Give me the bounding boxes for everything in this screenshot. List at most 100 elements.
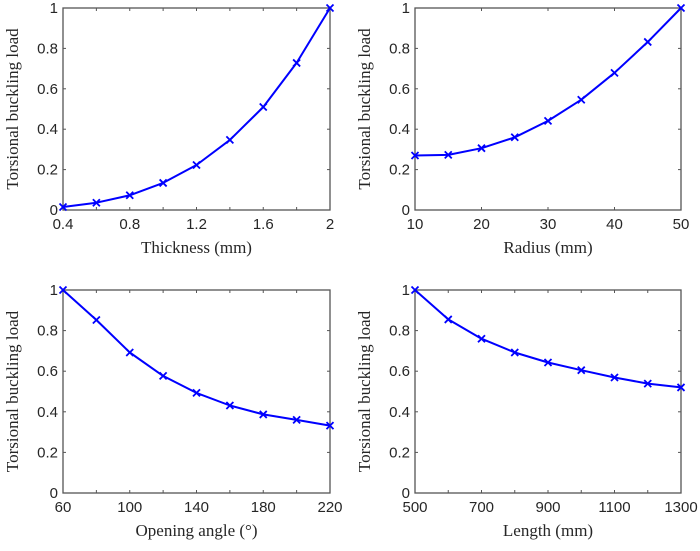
data-point-marker: [410, 151, 420, 160]
y-tick-label: 1: [402, 282, 410, 299]
x-tick-label: 140: [184, 499, 209, 516]
data-point-marker: [543, 116, 553, 126]
x-tick-label: 50: [673, 216, 690, 233]
data-point-marker: [158, 178, 168, 188]
series-line: [62, 7, 331, 208]
x-tick-label: 1.6: [253, 216, 274, 233]
x-axis-label: Opening angle (°): [136, 521, 258, 540]
data-point-marker: [477, 144, 486, 153]
y-tick-label: 0.8: [389, 323, 410, 340]
data-point-marker: [192, 160, 201, 170]
x-tick-label: 1300: [664, 499, 697, 516]
y-tick-label: 0.4: [389, 121, 410, 138]
y-tick-label: 0: [50, 202, 58, 219]
data-point-marker: [610, 373, 619, 382]
data-point-marker: [610, 68, 619, 77]
series-line: [414, 289, 682, 389]
plot-frame: [414, 7, 682, 211]
x-tick-label: 60: [55, 499, 72, 516]
x-tick-label: 700: [469, 499, 494, 516]
y-tick-label: 0.4: [389, 404, 410, 421]
y-tick-label: 0.4: [37, 404, 58, 421]
data-point-marker: [292, 415, 301, 425]
x-axis-label: Thickness (mm): [141, 238, 252, 257]
data-point-marker: [477, 334, 486, 343]
x-tick-label: 500: [402, 499, 427, 516]
data-point-marker: [577, 95, 586, 104]
y-axis-label: Torsional buckling load: [3, 310, 22, 472]
y-tick-label: 0.6: [389, 81, 410, 98]
x-tick-label: 2: [326, 216, 334, 233]
chart-panel-4: 500 700 900 1100 1300 0 0.2 0.4 0.6 0.8 1 Length (m…: [355, 282, 698, 540]
chart-panel-1: 0.4 0.8 1.2 1.6 2 0 0.2 0.4 0.6 0.8 1 Thickness (mm…: [3, 0, 334, 257]
data-point-marker: [292, 58, 301, 68]
y-tick-label: 0.8: [37, 40, 58, 57]
data-point-marker: [325, 3, 335, 13]
y-tick-label: 0.6: [37, 363, 58, 380]
x-axis-label: Length (mm): [503, 521, 593, 540]
y-tick-label: 0.2: [37, 162, 58, 179]
data-point-marker: [510, 348, 519, 357]
x-tick-label: 180: [251, 499, 276, 516]
x-tick-label: 0.8: [119, 216, 140, 233]
x-tick-label: 900: [535, 499, 560, 516]
chart-panel-2: 10 20 30 40 50 0 0.2 0.4 0.6 0.8 1 Radius (mm) Torsi…: [355, 0, 689, 257]
plot-frame: [414, 289, 682, 494]
x-tick-label: 1.2: [186, 216, 207, 233]
y-tick-label: 0: [402, 202, 410, 219]
y-axis-label: Torsional buckling load: [355, 310, 374, 472]
x-tick-label: 100: [117, 499, 142, 516]
x-tick-label: 20: [473, 216, 490, 233]
data-point-marker: [676, 3, 686, 13]
data-point-marker: [510, 133, 519, 142]
data-point-marker: [643, 37, 652, 47]
y-tick-label: 1: [50, 0, 58, 17]
data-point-marker: [225, 135, 235, 145]
data-point-marker: [643, 379, 652, 388]
x-tick-label: 1100: [598, 499, 630, 516]
x-tick-label: 10: [407, 216, 424, 233]
series-line: [62, 289, 331, 427]
data-point-marker: [58, 202, 68, 212]
data-point-marker: [92, 198, 101, 207]
data-point-marker: [225, 401, 235, 410]
x-axis-label: Radius (mm): [503, 238, 592, 257]
data-point-marker: [259, 102, 268, 112]
series-line: [414, 7, 682, 157]
data-point-marker: [325, 421, 335, 430]
y-tick-label: 0: [50, 485, 58, 502]
x-tick-label: 40: [606, 216, 623, 233]
x-tick-label: 30: [540, 216, 557, 233]
chart-panel-3: 60 100 140 180 220 0 0.2 0.4 0.6 0.8 1 Opening angl…: [3, 282, 343, 540]
y-tick-label: 1: [402, 0, 410, 17]
y-tick-label: 0.2: [37, 444, 58, 461]
data-point-marker: [58, 285, 68, 295]
data-point-marker: [192, 388, 201, 398]
data-point-marker: [158, 371, 168, 381]
data-point-marker: [577, 366, 586, 375]
data-point-marker: [410, 285, 420, 295]
plot-frame: [62, 289, 331, 494]
data-point-marker: [444, 315, 453, 324]
y-tick-label: 0.8: [37, 323, 58, 340]
data-point-marker: [259, 410, 268, 419]
data-point-marker: [543, 358, 553, 367]
x-tick-label: 220: [317, 499, 342, 516]
y-tick-label: 0.2: [389, 444, 410, 461]
y-axis-label: Torsional buckling load: [3, 28, 22, 190]
y-tick-label: 0.8: [389, 40, 410, 57]
y-tick-label: 1: [50, 282, 58, 299]
data-point-marker: [125, 191, 134, 200]
y-tick-label: 0: [402, 485, 410, 502]
y-tick-label: 0.6: [37, 81, 58, 98]
data-point-marker: [92, 315, 101, 325]
plot-frame: [62, 7, 331, 211]
x-tick-label: 0.4: [53, 216, 74, 233]
y-tick-label: 0.2: [389, 162, 410, 179]
y-tick-label: 0.4: [37, 121, 58, 138]
y-axis-label: Torsional buckling load: [355, 28, 374, 190]
y-tick-label: 0.6: [389, 363, 410, 380]
data-point-marker: [444, 150, 453, 159]
data-point-marker: [676, 383, 686, 392]
